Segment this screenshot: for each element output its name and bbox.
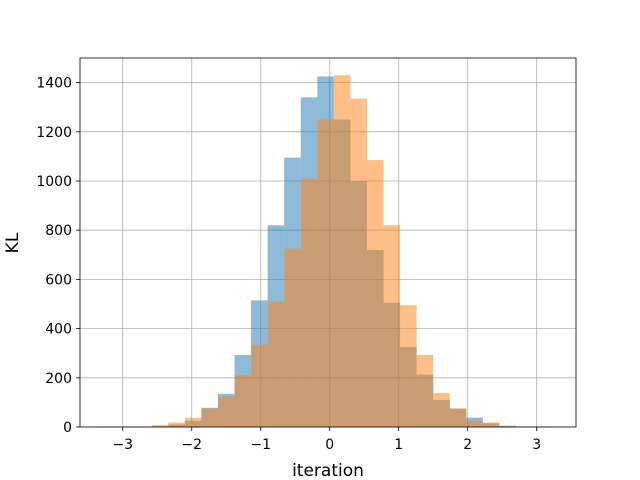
histogram-bars [102,75,550,428]
histogram-bar-series-2 [151,425,169,427]
histogram-bar-series-2 [217,396,235,427]
y-tick-label: 400 [45,322,72,338]
histogram-bar-series-2 [317,119,334,427]
y-axis-label: KL [3,232,23,253]
histogram-bar-series-2 [333,75,351,427]
histogram-bar-series-2 [366,160,384,427]
histogram-bar-series-2 [416,354,434,427]
x-tick-label: 3 [532,437,541,453]
histogram-bar-series-2 [284,248,301,427]
histogram-bar-series-2 [433,393,450,427]
y-tick-label: 1200 [36,125,72,141]
histogram-bar-series-2 [267,301,285,427]
y-tick-label: 0 [63,420,72,436]
x-tick-label: −1 [250,437,271,453]
y-axis-ticks: 0 200 400 600 800 1000 1200 1400 [36,76,80,436]
histogram-bar-series-2 [466,420,483,427]
histogram-bar-series-2 [300,178,318,427]
y-tick-label: 600 [45,272,72,288]
x-tick-label: 1 [394,437,403,453]
histogram-bar-series-2 [234,375,252,427]
x-tick-label: 2 [463,437,472,453]
histogram-bar-series-2 [251,344,268,427]
x-tick-label: −2 [181,437,202,453]
x-tick-label: 0 [325,437,334,453]
histogram-bar-series-2 [383,225,401,427]
y-tick-label: 800 [45,223,72,239]
histogram-bar-series-2 [184,417,202,427]
histogram-bar-series-2 [400,305,417,427]
axes-frame [79,57,577,428]
histogram-bar-series-2 [482,422,500,427]
x-axis-ticks: −3 −2 −1 0 1 2 3 [112,427,541,453]
histogram-bar-series-2 [168,422,185,427]
histogram-bar-series-2 [201,408,218,427]
plot-area [79,57,577,428]
y-tick-label: 1000 [36,174,72,190]
x-tick-label: −3 [112,437,133,453]
histogram-bar-series-2 [350,98,367,427]
histogram-bar-series-2 [449,408,467,427]
x-axis-label: iteration [292,461,364,480]
y-tick-label: 200 [45,371,72,387]
y-tick-label: 1400 [36,76,72,92]
